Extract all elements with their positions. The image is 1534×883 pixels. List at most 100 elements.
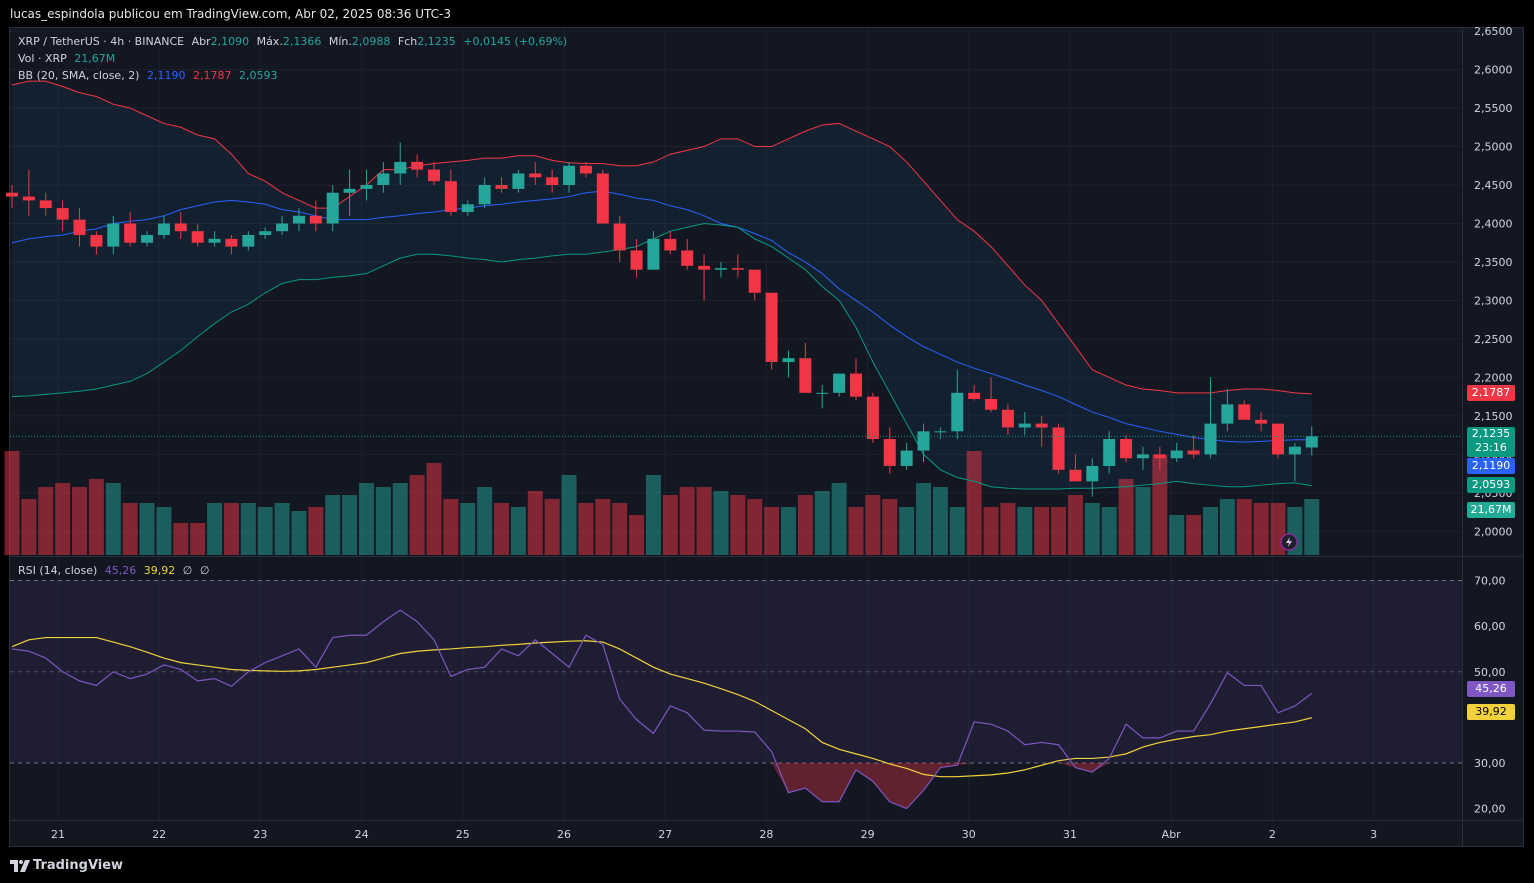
candle-body[interactable] — [360, 185, 373, 189]
candle-body[interactable] — [1120, 439, 1133, 459]
volume-bar — [578, 503, 594, 555]
candle-body[interactable] — [968, 392, 981, 399]
candle-body[interactable] — [444, 181, 457, 212]
candle-body[interactable] — [1255, 419, 1268, 424]
candle-body[interactable] — [6, 192, 18, 197]
volume-bar — [1084, 503, 1100, 555]
candle-body[interactable] — [866, 396, 879, 440]
bb-basis-badge: 2,1190 — [1467, 458, 1515, 474]
candle-body[interactable] — [951, 392, 964, 432]
candle-body[interactable] — [850, 373, 862, 397]
candle-body[interactable] — [799, 358, 812, 393]
candle-body[interactable] — [1018, 423, 1031, 428]
candle-body[interactable] — [816, 392, 829, 394]
candle-body[interactable] — [22, 196, 35, 201]
candle-body[interactable] — [259, 231, 272, 236]
candle-body[interactable] — [681, 250, 694, 266]
candle-body[interactable] — [428, 169, 440, 182]
volume-bar — [1051, 507, 1067, 555]
candle-body[interactable] — [512, 173, 525, 189]
candle-body[interactable] — [1170, 450, 1183, 459]
candle-body[interactable] — [208, 238, 221, 243]
candle-body[interactable] — [326, 192, 339, 224]
candle-body[interactable] — [1153, 454, 1166, 459]
rsi-label[interactable]: RSI (14, close) — [18, 564, 98, 577]
time-tick-label: 2 — [1269, 828, 1276, 841]
volume-bar — [342, 495, 358, 555]
candle-body[interactable] — [664, 238, 677, 251]
price-tick-label: 2,6000 — [1474, 64, 1513, 77]
candle-body[interactable] — [1305, 436, 1318, 448]
candle-body[interactable] — [714, 268, 727, 270]
candle-body[interactable] — [276, 223, 289, 232]
candle-body[interactable] — [563, 165, 576, 186]
candle-body[interactable] — [1136, 454, 1149, 459]
candle-body[interactable] — [461, 204, 474, 212]
candle-body[interactable] — [1001, 409, 1014, 428]
candle-body[interactable] — [1086, 465, 1099, 482]
candle-body[interactable] — [1035, 423, 1048, 428]
volume-bar — [527, 491, 543, 555]
candle-body[interactable] — [39, 200, 52, 209]
candle-body[interactable] — [1103, 439, 1116, 466]
volume-value: 21,67M — [74, 52, 116, 65]
tradingview-brand[interactable]: TradingView — [33, 858, 124, 873]
bb-label[interactable]: BB (20, SMA, close, 2) — [18, 69, 140, 82]
candle-body[interactable] — [1288, 446, 1301, 455]
candle-body[interactable] — [1204, 423, 1217, 455]
candle-body[interactable] — [225, 238, 238, 247]
candle-body[interactable] — [698, 265, 711, 270]
candle-body[interactable] — [309, 215, 322, 224]
candle-body[interactable] — [1052, 427, 1065, 470]
candle-body[interactable] — [1069, 469, 1082, 482]
volume-bar — [21, 499, 37, 555]
publication-header: lucas_espindola publicou em TradingView.… — [0, 0, 1534, 28]
candle-body[interactable] — [630, 250, 643, 270]
volume-bar — [696, 487, 712, 555]
candle-body[interactable] — [141, 235, 154, 243]
bb-basis-value: 2,1190 — [146, 69, 186, 82]
bb-lower-value: 2,0593 — [238, 69, 278, 82]
candle-body[interactable] — [917, 431, 930, 451]
candle-body[interactable] — [90, 235, 103, 247]
candle-body[interactable] — [731, 268, 744, 270]
candle-body[interactable] — [411, 161, 424, 170]
candle-body[interactable] — [292, 215, 305, 224]
close-label: Fch — [397, 35, 418, 48]
candle-body[interactable] — [900, 450, 913, 466]
candle-body[interactable] — [546, 177, 559, 186]
candle-body[interactable] — [495, 185, 508, 189]
candle-body[interactable] — [191, 231, 204, 243]
candle-body[interactable] — [343, 188, 356, 193]
candle-body[interactable] — [1272, 423, 1284, 455]
candle-body[interactable] — [782, 358, 795, 363]
candle-body[interactable] — [883, 439, 896, 466]
candle-body[interactable] — [647, 238, 660, 270]
volume-label[interactable]: Vol · XRP — [18, 52, 67, 65]
candle-body[interactable] — [765, 292, 778, 363]
candle-body[interactable] — [1221, 404, 1234, 424]
candle-body[interactable] — [174, 223, 187, 232]
candle-body[interactable] — [157, 223, 170, 236]
candle-body[interactable] — [73, 219, 86, 236]
candle-body[interactable] — [833, 373, 846, 393]
candle-body[interactable] — [985, 398, 998, 410]
candle-body[interactable] — [478, 185, 491, 205]
candle-body[interactable] — [394, 161, 407, 174]
candle-body[interactable] — [529, 173, 542, 178]
time-tick-label: 23 — [253, 828, 267, 841]
candle-body[interactable] — [377, 173, 390, 186]
candle-body[interactable] — [107, 223, 120, 247]
candle-body[interactable] — [596, 173, 609, 224]
candle-body[interactable] — [56, 208, 69, 220]
candle-body[interactable] — [1187, 450, 1200, 455]
candle-body[interactable] — [1238, 404, 1251, 420]
candle-body[interactable] — [579, 165, 592, 174]
candle-body[interactable] — [748, 269, 761, 293]
candle-body[interactable] — [934, 431, 947, 433]
candle-body[interactable] — [242, 235, 255, 247]
candle-body[interactable] — [124, 223, 137, 243]
candle-body[interactable] — [613, 223, 626, 251]
symbol-label[interactable]: XRP / TetherUS · 4h · BINANCE — [18, 35, 185, 48]
